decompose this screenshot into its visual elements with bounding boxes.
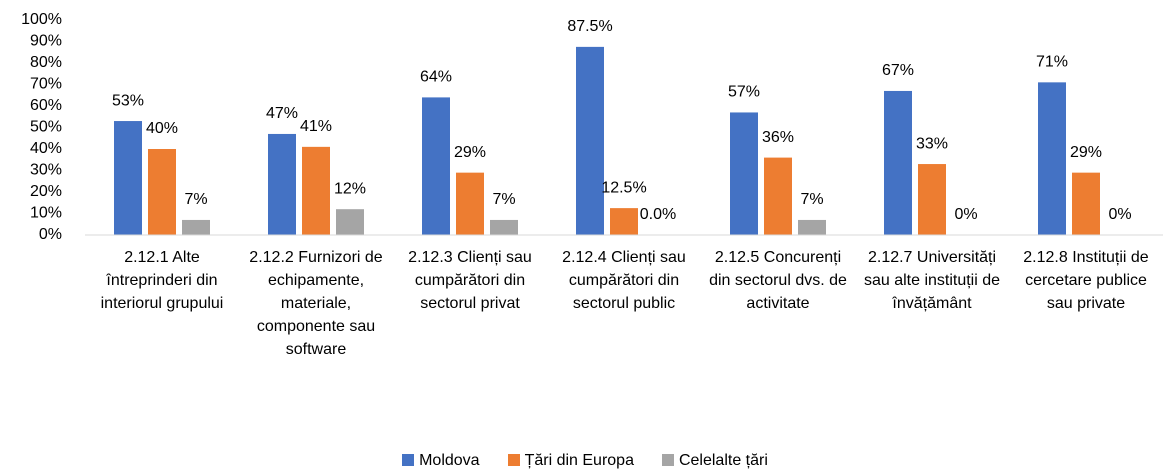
data-label: 64% (420, 69, 452, 86)
data-label: 0% (954, 206, 977, 223)
bar (422, 97, 450, 236)
legend-item: Celelalte țări (661, 452, 768, 470)
legend-swatch (402, 454, 415, 466)
bar (1038, 82, 1066, 235)
legend-swatch (661, 454, 674, 466)
y-tick-label: 0% (39, 226, 62, 243)
bar (610, 208, 638, 235)
bar (490, 219, 518, 235)
bar (918, 164, 946, 235)
y-tick-label: 60% (30, 97, 62, 114)
x-tick-label: 2.12.3 Clienți sau cumpărători din secto… (408, 249, 532, 312)
bar (798, 219, 826, 235)
bar (456, 172, 484, 235)
bar (576, 46, 604, 235)
data-label: 12.5% (601, 179, 646, 196)
legend-swatch (507, 454, 520, 466)
legend-label: Celelalte țări (678, 452, 768, 469)
data-label: 0.0% (640, 206, 676, 223)
y-tick-label: 40% (30, 140, 62, 157)
y-tick-label: 30% (30, 162, 62, 179)
data-label: 47% (266, 105, 298, 122)
bar (302, 146, 330, 235)
y-tick-label: 100% (21, 11, 62, 28)
data-label: 57% (728, 84, 760, 101)
y-tick-label: 90% (30, 33, 62, 50)
bar (884, 90, 912, 235)
bar (764, 157, 792, 235)
data-label: 71% (1036, 54, 1068, 71)
x-tick-label: 2.12.5 Concurenți din sectorul dvs. de a… (709, 249, 847, 312)
data-label: 53% (112, 92, 144, 109)
legend-item: Țări din Europa (507, 452, 634, 470)
data-label: 7% (800, 191, 823, 208)
y-tick-label: 10% (30, 205, 62, 222)
data-label: 7% (184, 191, 207, 208)
legend-label: Moldova (419, 452, 480, 469)
y-tick-label: 70% (30, 76, 62, 93)
data-label: 36% (762, 129, 794, 146)
data-label: 40% (146, 120, 178, 137)
data-label: 41% (300, 118, 332, 135)
y-tick-label: 50% (30, 119, 62, 136)
bar (148, 149, 176, 235)
data-label: 7% (492, 191, 515, 208)
data-label: 29% (1070, 144, 1102, 161)
data-label: 0% (1108, 206, 1131, 223)
legend-item: Moldova (402, 452, 480, 470)
x-tick-label: 2.12.1 Alte întreprinderi din interiorul… (100, 249, 224, 312)
x-tick-label: 2.12.4 Clienți sau cumpărători din secto… (562, 249, 686, 312)
data-label: 87.5% (567, 18, 612, 35)
y-tick-label: 80% (30, 54, 62, 71)
y-tick-label: 20% (30, 183, 62, 200)
x-tick-label: 2.12.8 Instituții de cercetare publice s… (1023, 249, 1149, 312)
bar (114, 121, 142, 235)
data-label: 33% (916, 135, 948, 152)
x-tick-label: 2.12.7 Universități sau alte instituții … (863, 249, 1001, 312)
bar (268, 133, 296, 235)
legend-label: Țări din Europa (524, 452, 634, 469)
bar (182, 219, 210, 235)
data-label: 67% (882, 62, 914, 79)
legend: Moldova Țări din Europa Celelalte țări (0, 452, 1170, 470)
bar (730, 112, 758, 235)
bar (336, 209, 364, 235)
bar (1072, 172, 1100, 235)
data-label: 12% (334, 180, 366, 197)
data-label: 29% (454, 144, 486, 161)
x-tick-label: 2.12.2 Furnizori de echipamente, materia… (249, 249, 383, 358)
